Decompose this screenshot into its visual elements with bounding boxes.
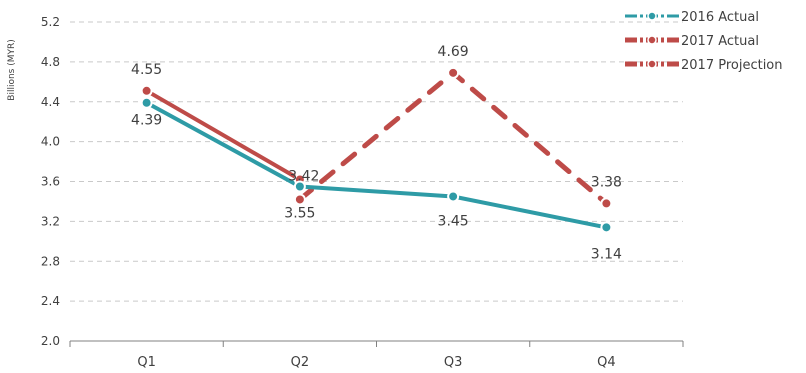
data-point-2 (600, 197, 613, 210)
data-label: 4.55 (131, 62, 162, 78)
x-tick-label: Q3 (444, 355, 463, 370)
y-tick-label: 3.6 (41, 175, 60, 189)
x-tick-label: Q4 (597, 355, 616, 370)
data-label: 3.42 (288, 168, 319, 184)
series-line-0 (144, 100, 609, 230)
data-labels: 4.39 3.55 3.45 3.14 4.55 3.42 4.69 3.38 (131, 44, 622, 263)
data-point-0 (140, 96, 153, 109)
y-tick-label: 2.0 (41, 334, 60, 348)
series-line-1 (144, 88, 302, 182)
data-point-2 (293, 193, 306, 206)
y-tick-label: 5.2 (41, 15, 60, 29)
data-point-0 (600, 221, 613, 234)
y-tick-label: 4.0 (41, 135, 60, 149)
y-axis-title: Billions (MYR) (7, 39, 17, 100)
legend-marker (647, 35, 657, 45)
y-tick-label: 3.2 (41, 214, 60, 228)
data-point-2 (447, 66, 460, 79)
data-point-0 (447, 190, 460, 203)
data-label: 3.55 (284, 205, 315, 221)
axes: 2.0 2.4 2.8 3.2 3.6 4.0 4.4 4.8 5.2 Q1 Q2 Q3 Q4 (41, 15, 684, 370)
legend-label: 2017 Projection (681, 58, 783, 73)
data-label: 3.14 (591, 246, 622, 262)
data-label: 3.38 (591, 174, 622, 190)
legend-label: 2016 Actual (681, 10, 759, 25)
y-tick-label: 2.4 (41, 294, 60, 308)
x-tick-label: Q1 (137, 355, 156, 370)
legend-marker (647, 59, 657, 69)
x-tick-label: Q2 (291, 355, 310, 370)
grid-lines (70, 21, 683, 302)
data-label: 4.69 (438, 44, 469, 60)
data-point-0 (293, 180, 306, 193)
data-label: 3.45 (438, 213, 469, 229)
data-label: 4.39 (131, 113, 162, 129)
data-point-1 (140, 84, 153, 97)
y-tick-label: 4.8 (41, 55, 60, 69)
legend-marker (647, 11, 657, 21)
y-tick-label: 4.4 (41, 95, 60, 109)
y-tick-label: 2.8 (41, 254, 60, 268)
legend: 2016 Actual 2017 Actual 2017 Projection (625, 10, 783, 73)
series-line-2 (297, 70, 609, 206)
series (140, 66, 613, 234)
legend-label: 2017 Actual (681, 34, 759, 49)
